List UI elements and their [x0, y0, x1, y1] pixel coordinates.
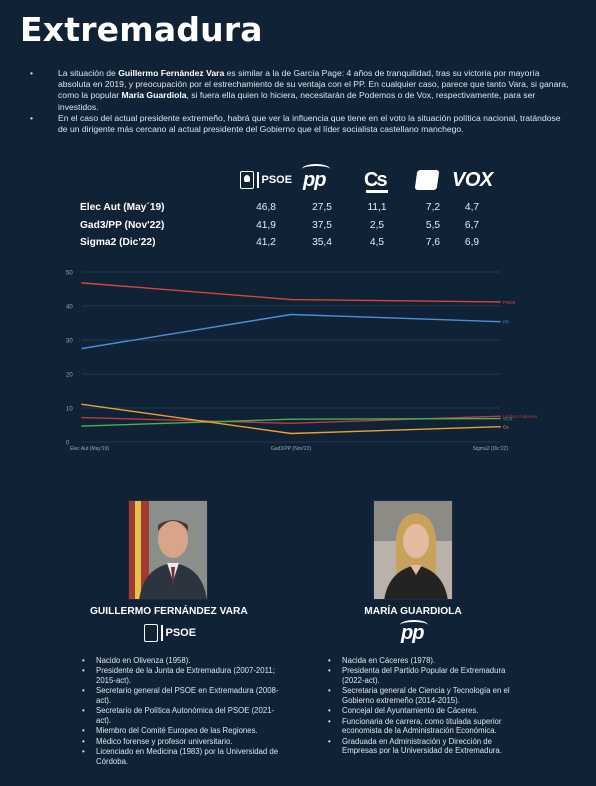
cell-pp: 35,4	[312, 237, 332, 248]
series-end-label: VOX	[503, 417, 513, 422]
guardiola-name-inline: María Guardiola	[121, 90, 187, 101]
series-end-label: PP	[503, 320, 509, 325]
vara-party-logo: PSOE	[144, 624, 196, 642]
cell-pp: 37,5	[312, 219, 332, 231]
data-point	[499, 415, 501, 417]
guardiola-photo	[373, 500, 453, 600]
pp-arc-icon	[400, 620, 428, 630]
unidas-podemos-icon	[414, 170, 440, 190]
y-tick-label: 10	[66, 407, 73, 413]
vox-logo: VOX	[452, 168, 493, 191]
list-item: Médico forense y profesor universitario.	[82, 737, 282, 747]
cell-pp: 27,5	[312, 202, 332, 213]
intro-paragraph-2: En el caso del actual presidente extreme…	[30, 113, 570, 135]
y-tick-label: 0	[66, 441, 70, 447]
data-point	[81, 347, 83, 350]
list-item: Concejal del Ayuntamiento de Cáceres.	[328, 706, 528, 716]
list-item: Presidenta del Partido Popular de Extrem…	[328, 666, 528, 685]
series-end-label: Cs	[503, 425, 509, 430]
rose-icon	[144, 624, 158, 642]
guardiola-portrait	[374, 501, 452, 599]
data-point	[499, 425, 501, 428]
cs-logo: Cs	[364, 166, 388, 194]
data-point	[290, 432, 292, 435]
data-point	[81, 416, 83, 419]
cell-psoe: 41,2	[256, 237, 276, 248]
cell-cs: 4,5	[369, 237, 385, 248]
series-end-label: Unidas Podemos	[503, 414, 538, 419]
vara-name: GUILLERMO FERNÁNDEZ VARA	[90, 606, 248, 617]
x-tick-label: Gad3/PP (Nov'22)	[271, 446, 312, 452]
vara-name-inline: Guillermo Fernández Vara	[118, 68, 225, 78]
list-item: Secretaria general de Ciencia y Tecnolog…	[328, 686, 528, 705]
y-tick-label: 50	[66, 271, 73, 277]
data-point	[290, 418, 292, 421]
list-item: Graduada en Administración y Dirección d…	[328, 737, 528, 756]
cell-vox: 6,7	[464, 219, 480, 231]
data-point	[290, 313, 292, 316]
cell-vox: 4,7	[464, 202, 480, 213]
pp-logo: pp	[302, 164, 330, 194]
unidas-podemos-logo	[414, 166, 440, 194]
y-tick-label: 40	[66, 305, 73, 311]
line-chart: 0 10 20 30 40 50 Elec Aut (May'19) Gad3/PP (Nov…	[66, 271, 538, 453]
list-item: Funcionaria de carrera, como titulada su…	[328, 717, 528, 736]
data-point	[499, 417, 501, 420]
list-item: Nacida en Cáceres (1978).	[328, 656, 528, 666]
row-label: Gad3/PP (Nov'22)	[80, 219, 165, 231]
data-point	[499, 320, 501, 323]
cell-vox: 6,9	[464, 237, 480, 248]
data-point	[81, 282, 83, 284]
data-point	[290, 298, 292, 301]
list-item: Licenciado en Medicina (1983) por la Uni…	[82, 747, 282, 766]
guardiola-party-logo: pp	[400, 620, 428, 645]
party-logos-row: PSOE pp Cs VOX	[0, 164, 596, 196]
guardiola-name: MARÍA GUARDIOLA	[364, 606, 462, 617]
data-point	[290, 422, 292, 425]
cell-psoe: 46,8	[256, 202, 276, 213]
intro-text: La situación de Guillermo Fernández Vara…	[30, 68, 570, 135]
vara-photo	[128, 500, 208, 600]
x-tick-label: Sigma2 (Dic'22)	[473, 446, 509, 452]
data-point	[81, 425, 83, 427]
cell-psoe: 41,9	[256, 219, 276, 231]
list-item: Miembro del Comité Europeo de las Region…	[82, 726, 282, 736]
series-end-label: PSOE	[503, 300, 516, 305]
y-tick-label: 30	[66, 339, 73, 345]
guardiola-facts-list: Nacida en Cáceres (1978). Presidenta del…	[328, 656, 528, 757]
cell-cs: 2,5	[369, 219, 385, 231]
vara-portrait	[129, 501, 207, 599]
page-title: Extremadura	[20, 10, 263, 49]
list-item: Secretario general del PSOE en Extremadu…	[82, 686, 282, 705]
rose-icon	[240, 171, 254, 189]
series-line	[81, 313, 501, 350]
cell-up: 7,6	[425, 237, 441, 248]
cell-cs: 11,1	[367, 202, 387, 213]
x-tick-label: Elec Aut (May'19)	[70, 446, 109, 452]
pp-arc-icon	[302, 164, 330, 174]
y-tick-label: 20	[66, 373, 73, 379]
intro-paragraph-1: La situación de Guillermo Fernández Vara…	[30, 68, 570, 113]
list-item: Presidente de la Junta de Extremadura (2…	[82, 666, 282, 685]
row-label: Sigma2 (Dic'22)	[80, 237, 156, 248]
row-label: Elec Aut (May´19)	[80, 202, 165, 213]
cell-up: 5,5	[425, 219, 441, 231]
vara-facts-list: Nacido en Olivenza (1958). Presidente de…	[82, 656, 282, 767]
psoe-logo: PSOE	[240, 166, 292, 194]
cell-up: 7,2	[425, 202, 441, 213]
data-point	[81, 403, 83, 406]
data-point	[499, 301, 501, 303]
list-item: Secretario de Política Autonómica del PS…	[82, 706, 282, 725]
list-item: Nacido en Olivenza (1958).	[82, 656, 282, 666]
